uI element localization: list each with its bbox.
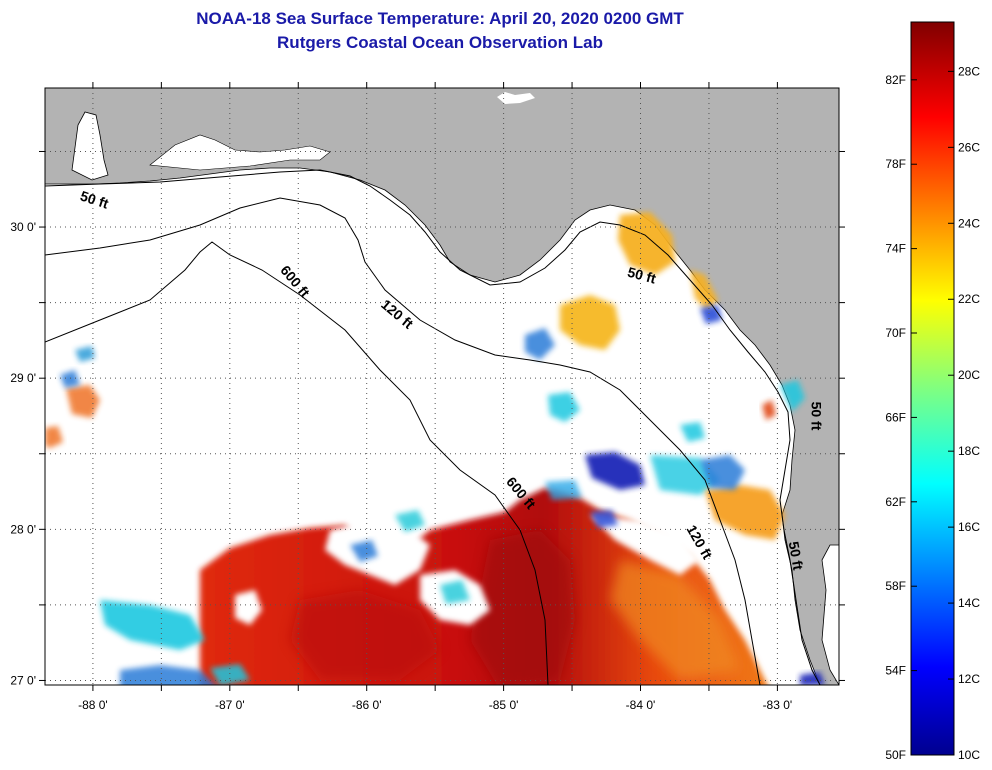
coastal-bays xyxy=(149,134,331,171)
lon-tick-label: -84 0' xyxy=(626,698,656,712)
lat-tick-label: 28 0' xyxy=(10,522,36,536)
lon-tick-label: -86 0' xyxy=(352,698,382,712)
axis-ticks: -88 0' -87 0' -86 0' -85 0' -84 0' -83 0' 30 0… xyxy=(10,82,845,712)
fahrenheit-label: 58F xyxy=(885,579,906,593)
celsius-label: 18C xyxy=(958,444,980,458)
celsius-label: 26C xyxy=(958,140,980,154)
contour-50ft-north xyxy=(45,169,821,685)
lon-tick-label: -83 0' xyxy=(763,698,793,712)
fahrenheit-label: 54F xyxy=(885,664,906,678)
contour-600ft xyxy=(45,241,549,685)
celsius-label: 28C xyxy=(958,64,980,78)
lat-tick-label: 27 0' xyxy=(10,673,36,687)
contour-label: 50 ft xyxy=(626,264,658,287)
fahrenheit-label: 70F xyxy=(885,326,906,340)
celsius-label: 14C xyxy=(958,596,980,610)
lake-marks xyxy=(497,92,535,104)
map-title: NOAA-18 Sea Surface Temperature: April 2… xyxy=(196,9,684,28)
contour-label: 50 ft xyxy=(809,402,825,431)
lon-tick-label: -85 0' xyxy=(489,698,519,712)
lon-tick-label: -87 0' xyxy=(215,698,245,712)
celsius-label: 16C xyxy=(958,520,980,534)
fahrenheit-label: 78F xyxy=(885,157,906,171)
fahrenheit-label: 66F xyxy=(885,410,906,424)
lon-tick-label: -88 0' xyxy=(78,698,108,712)
contour-120ft xyxy=(45,197,761,685)
lat-tick-label: 29 0' xyxy=(10,371,36,385)
celsius-label: 22C xyxy=(958,292,980,306)
lat-tick-label: 30 0' xyxy=(10,220,36,234)
fahrenheit-label: 74F xyxy=(885,242,906,256)
mobile-bay xyxy=(71,111,109,181)
sst-warm-water xyxy=(200,480,768,685)
colorbar-gradient xyxy=(910,21,955,756)
map-subtitle: Rutgers Coastal Ocean Observation Lab xyxy=(277,33,603,52)
celsius-label: 20C xyxy=(958,368,980,382)
contour-label: 50 ft xyxy=(786,540,807,571)
colorbar-ticks: 28C 26C 24C 22C 20C 18C 16C 14C 12C 10C 82F 78F 74F 7… xyxy=(885,64,980,762)
celsius-label: 24C xyxy=(958,216,980,230)
sst-patches-east xyxy=(525,212,825,685)
celsius-label: 10C xyxy=(958,748,980,762)
map-frame xyxy=(44,87,840,686)
fahrenheit-label: 50F xyxy=(885,748,906,762)
sst-cool-patches-west xyxy=(45,346,250,685)
bathymetry-contours xyxy=(45,169,821,685)
fahrenheit-label: 62F xyxy=(885,495,906,509)
fahrenheit-label: 82F xyxy=(885,73,906,87)
celsius-label: 12C xyxy=(958,672,980,686)
